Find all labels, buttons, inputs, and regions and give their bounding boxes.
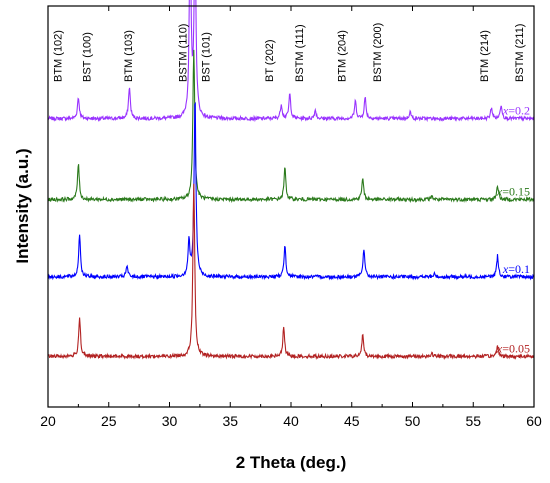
x-axis-title: 2 Theta (deg.) bbox=[236, 453, 347, 472]
series-line bbox=[47, 49, 535, 204]
series-label: x=0.15 bbox=[496, 184, 530, 198]
peak-labels: BTM (102) BST (100) BTM (103) BSTM (110) BST… bbox=[52, 23, 526, 82]
peak-label: BTM (102) bbox=[52, 30, 64, 82]
x-tick-label: 50 bbox=[405, 413, 421, 429]
series-label-var: x bbox=[502, 104, 509, 118]
peak-label: BSTM (110) bbox=[178, 24, 190, 82]
series-label-value: =0.1 bbox=[508, 262, 530, 276]
x-tick-label: 55 bbox=[465, 413, 481, 429]
peak-label: BSTM (200) bbox=[372, 23, 384, 82]
series-line bbox=[47, 101, 535, 281]
series-label-value: =0.2 bbox=[508, 104, 530, 118]
peak-label: BSTM (111) bbox=[294, 24, 306, 82]
series-label-var: x bbox=[496, 184, 503, 198]
series-label-value: =0.05 bbox=[502, 341, 530, 355]
series-label: x=0.05 bbox=[496, 341, 530, 355]
x-tick-label: 40 bbox=[283, 413, 299, 429]
series-layer bbox=[47, 0, 535, 361]
peak-label: BST (100) bbox=[82, 32, 94, 82]
x-axis-ticks: 20 25 30 35 40 45 50 55 60 bbox=[40, 6, 542, 429]
peak-label: BT (202) bbox=[264, 39, 276, 82]
peak-label: BTM (214) bbox=[479, 30, 491, 82]
series-label-var: x bbox=[496, 341, 503, 355]
peak-label: BST (101) bbox=[201, 32, 213, 82]
series-label: x=0.2 bbox=[502, 104, 530, 118]
x-tick-label: 30 bbox=[162, 413, 178, 429]
series-label-value: =0.15 bbox=[502, 184, 530, 198]
series-label-var: x bbox=[502, 262, 509, 276]
x-tick-label: 60 bbox=[526, 413, 542, 429]
series-line bbox=[47, 183, 535, 361]
peak-label: BTM (103) bbox=[123, 30, 135, 82]
x-tick-label: 45 bbox=[344, 413, 360, 429]
peak-label: BTM (204) bbox=[337, 30, 349, 82]
series-labels: x=0.2x=0.15x=0.1x=0.05 bbox=[496, 104, 530, 356]
series-label: x=0.1 bbox=[502, 262, 530, 276]
x-tick-label: 25 bbox=[101, 413, 117, 429]
series-line bbox=[47, 0, 535, 123]
y-axis-title: Intensity (a.u.) bbox=[13, 148, 32, 263]
x-tick-label: 35 bbox=[222, 413, 238, 429]
plot-frame bbox=[47, 5, 535, 408]
x-tick-label: 20 bbox=[40, 413, 56, 429]
peak-label: BSTM (211) bbox=[514, 24, 526, 82]
